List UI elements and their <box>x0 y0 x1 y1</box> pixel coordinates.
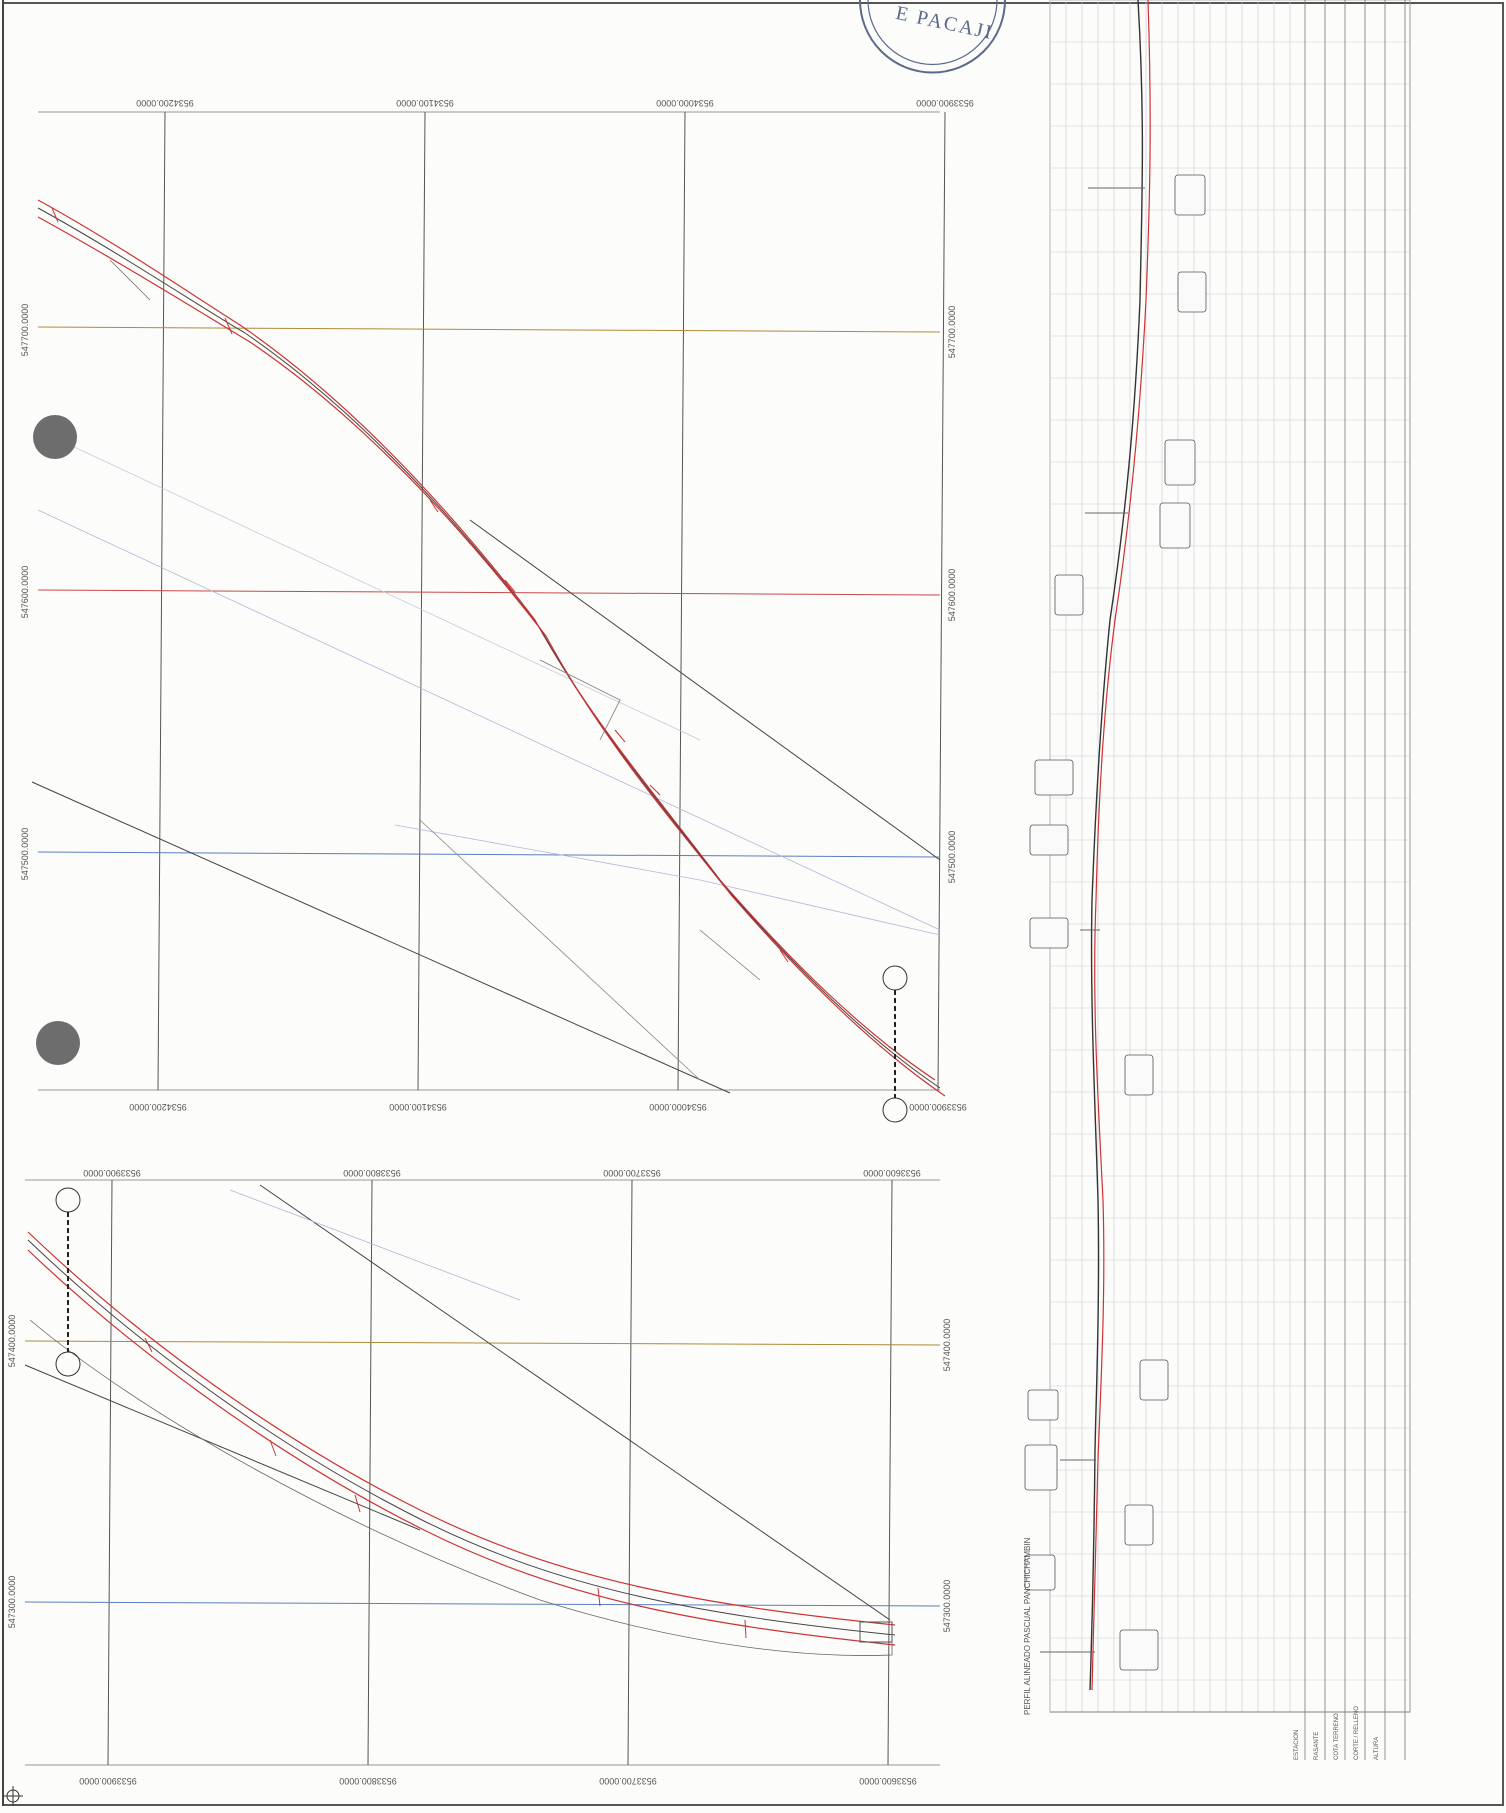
b-top-tick-3: 9533700.0000 <box>603 1168 661 1178</box>
profile-row-header: COTA TERRENO <box>1334 1713 1340 1760</box>
b-bottom-tick-2: 9533800.0000 <box>339 1776 397 1786</box>
road-centerline <box>37 207 941 1089</box>
a-left-tick-2: 547600.0000 <box>20 566 30 619</box>
b-left-tick-1: 547400.0000 <box>7 1315 17 1368</box>
grid-v-3 <box>677 111 686 1091</box>
b-bottom-tick-3: 9533700.0000 <box>599 1776 657 1786</box>
b-bottom-tick-4: 9533600.0000 <box>859 1776 917 1786</box>
profile-title: PERFIL ALINEADO PASCUAL PANCHICHAMBIN <box>1023 1537 1032 1715</box>
grid-h-2 <box>37 589 941 596</box>
a-left-tick-1: 547700.0000 <box>20 304 30 357</box>
a-bottom-tick-3: 9534000.0000 <box>649 1102 707 1112</box>
road-edge-left-b <box>27 1231 896 1626</box>
punch-hole <box>36 1021 80 1065</box>
a-bottom-tick-2: 9534100.0000 <box>389 1102 447 1112</box>
b-right-tick-1: 547400.0000 <box>942 1319 952 1372</box>
boundary-line-2 <box>31 781 731 1094</box>
b-bottom-tick-1: 9533900.0000 <box>79 1776 137 1786</box>
plan-sheet-a: 9534200.0000 9534100.0000 9534000.0000 9… <box>20 98 974 1123</box>
grid-h-1 <box>37 326 941 333</box>
grade-profile-line <box>1091 0 1151 1691</box>
a-top-tick-2: 9534100.0000 <box>396 98 454 108</box>
grid-v-2 <box>417 111 426 1091</box>
plan-sheet-b: 9533900.0000 9533800.0000 9533700.0000 9… <box>7 1168 952 1786</box>
profile-row-header: ESTACION <box>1294 1730 1300 1760</box>
road-edge-left <box>37 199 936 1081</box>
a-right-tick-2: 547600.0000 <box>947 569 957 622</box>
profile-data-table <box>1050 0 1410 1760</box>
grid-v-4 <box>937 111 946 1091</box>
road-edge-right <box>37 216 946 1097</box>
b-right-tick-2: 547300.0000 <box>942 1580 952 1633</box>
registration-mark-icon <box>3 1786 23 1806</box>
a-top-tick-4: 9533900.0000 <box>916 98 974 108</box>
a-bottom-tick-4: 9533900.0000 <box>909 1102 967 1112</box>
b-top-tick-2: 9533800.0000 <box>343 1168 401 1178</box>
profile-row-header: ALTURA <box>1374 1737 1380 1760</box>
a-bottom-tick-1: 9534200.0000 <box>129 1102 187 1112</box>
b-top-tick-4: 9533600.0000 <box>863 1168 921 1178</box>
a-left-tick-3: 547500.0000 <box>20 828 30 881</box>
grid-v-1 <box>157 111 166 1091</box>
road-centerline-b <box>27 1239 896 1636</box>
stamp-seal: E PACAJI <box>859 0 1006 74</box>
a-top-tick-1: 9534200.0000 <box>136 98 194 108</box>
punch-hole <box>33 415 77 459</box>
profile-grid <box>1049 0 1410 1712</box>
grid-h-3 <box>37 851 941 858</box>
terrain-profile-line <box>1089 0 1144 1691</box>
b-left-tick-2: 547300.0000 <box>7 1576 17 1629</box>
profile-row-header: RASANTE <box>1314 1732 1320 1760</box>
a-right-tick-3: 547500.0000 <box>947 831 957 884</box>
longitudinal-profile: PERFIL ALINEADO PASCUAL PANCHICHAMBIN ES… <box>1023 0 1411 1760</box>
b-top-tick-1: 9533900.0000 <box>83 1168 141 1178</box>
boundary-line-1 <box>469 519 941 861</box>
a-right-tick-1: 547700.0000 <box>947 306 957 359</box>
profile-row-header: CORTE / RELLENO <box>1354 1706 1360 1760</box>
a-top-tick-3: 9534000.0000 <box>656 98 714 108</box>
seal-text: E PACAJI <box>894 2 996 44</box>
road-edge-right-b <box>27 1249 896 1646</box>
